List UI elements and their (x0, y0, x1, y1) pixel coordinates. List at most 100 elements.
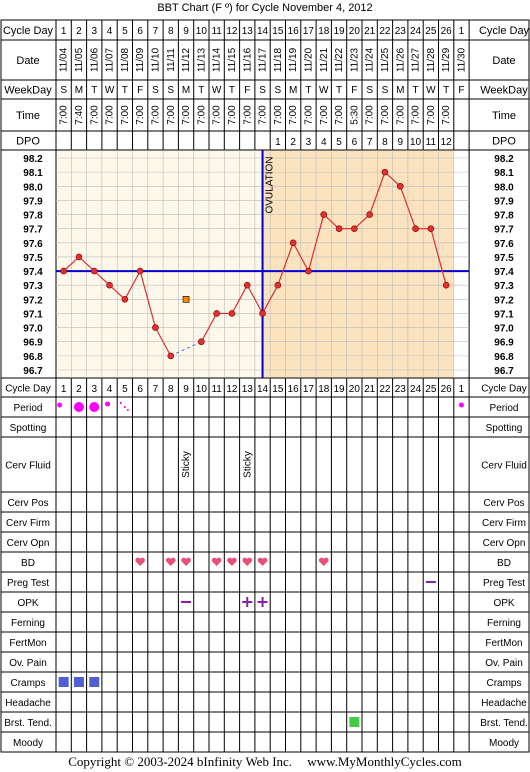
temp-point[interactable] (274, 281, 282, 289)
weekday-label: F (458, 85, 464, 96)
weekday-label: S (259, 85, 266, 96)
date-label: 11/26 (395, 47, 406, 72)
y-tick-label-right: 96.7 (494, 366, 514, 377)
row-label-ferning: Ferning (11, 618, 45, 629)
y-tick-label: 97.7 (23, 225, 43, 236)
date-label: 11/24 (365, 47, 376, 72)
weekday-label: T (198, 85, 204, 96)
temp-point[interactable] (351, 225, 358, 232)
temp-point[interactable] (396, 182, 404, 190)
temp-line-segment (154, 327, 172, 357)
cycle-day-label-bottom: 21 (364, 384, 376, 395)
y-tick-label-right: 98.1 (494, 168, 514, 179)
temp-line-segment (430, 228, 447, 286)
y-tick-label: 97.0 (23, 324, 43, 335)
time-label: 7:00 (303, 105, 314, 125)
time-label: 7:00 (441, 105, 452, 125)
temp-point[interactable] (427, 225, 435, 232)
weekday-label: T (229, 85, 235, 96)
cycle-day-label-bottom: 6 (137, 384, 143, 395)
row-label-cycle_day: Cycle Day (5, 384, 51, 395)
temp-point[interactable] (412, 225, 419, 232)
weekday-label: M (396, 85, 404, 96)
heart-icon (242, 557, 253, 566)
cycle-day-label: 20 (349, 26, 361, 37)
temp-point[interactable] (136, 267, 144, 275)
site-link[interactable]: www.MyMonthlyCycles.com (307, 754, 462, 769)
dpo-label: 10 (410, 137, 422, 148)
follicular-bg (56, 150, 263, 378)
time-label: 7:40 (74, 105, 85, 125)
time-label: 7:00 (212, 105, 223, 125)
cycle-day-label: 1 (61, 26, 67, 37)
discarded-temp-point[interactable] (182, 296, 190, 303)
y-tick-label-right: 98.0 (494, 182, 514, 193)
weekday-label: S (167, 85, 174, 96)
y-tick-label-right: 96.9 (494, 338, 514, 349)
temp-line-segment (323, 214, 340, 230)
time-label: 7:00 (426, 105, 437, 125)
y-tick-label: 98.2 (23, 154, 43, 165)
weekday-label: T (336, 85, 342, 96)
row-label-ferning-right: Ferning (487, 618, 521, 629)
cycle-day-label-bottom: 26 (441, 384, 453, 395)
temp-point[interactable] (106, 281, 113, 289)
temp-point[interactable] (442, 281, 450, 289)
time-label: 5:30 (349, 105, 360, 125)
cycle-day-label: 25 (425, 26, 437, 37)
y-tick-label: 97.9 (23, 196, 43, 207)
temp-point[interactable] (381, 168, 389, 176)
temp-point[interactable] (152, 324, 159, 331)
date-label: 11/15 (227, 47, 238, 72)
temp-point[interactable] (75, 253, 83, 261)
heart-icon (181, 557, 191, 566)
cycle-day-label: 6 (137, 26, 143, 37)
temp-point[interactable] (121, 296, 129, 303)
temp-line-segment (246, 284, 264, 314)
row-label-fertmon: FertMon (9, 638, 46, 649)
cycle-day-label-bottom: 14 (257, 384, 269, 395)
temp-point[interactable] (305, 267, 312, 275)
period-spot-dot (126, 409, 129, 411)
date-label: 11/25 (380, 47, 391, 72)
dpo-label: 1 (275, 137, 281, 148)
weekday-label: F (351, 85, 357, 96)
dpo-label: 5 (336, 137, 342, 148)
cycle-day-label: 7 (153, 26, 159, 37)
y-tick-label-right: 96.8 (494, 352, 514, 363)
temp-point[interactable] (198, 338, 205, 346)
temp-point[interactable] (60, 267, 67, 275)
date-label: 11/12 (181, 47, 192, 72)
temp-point[interactable] (243, 281, 251, 289)
ovulation-label: OVULATION (265, 156, 276, 213)
chart-title: BBT Chart (F º) for Cycle November 4, 20… (157, 2, 373, 14)
temp-point[interactable] (320, 211, 328, 218)
time-label: 7:00 (365, 105, 376, 125)
y-tick-label: 97.6 (23, 239, 43, 250)
cycle-day-label-bottom: 10 (196, 384, 208, 395)
temp-point[interactable] (90, 267, 98, 275)
temp-point[interactable] (259, 310, 266, 317)
weekday-label: W (319, 85, 329, 96)
row-label-brst_tend-right: Brst. Tend. (480, 718, 528, 729)
date-label: 11/28 (426, 47, 437, 72)
temp-point[interactable] (335, 225, 343, 232)
cycle-day-label: 1 (459, 26, 465, 37)
cycle-day-label: 13 (242, 26, 254, 37)
period-spot-dot (123, 406, 126, 408)
cycle-day-label: 4 (107, 26, 113, 37)
time-label: 7:00 (258, 105, 269, 125)
y-tick-label-right: 97.9 (494, 196, 514, 207)
date-label: 11/23 (349, 47, 360, 72)
temp-point[interactable] (289, 239, 297, 247)
temp-line-segment (399, 186, 417, 229)
row-label-period-right: Period (490, 403, 519, 414)
y-tick-label-right: 97.3 (494, 281, 514, 292)
temp-point[interactable] (213, 310, 220, 317)
cycle-day-label: 16 (288, 26, 300, 37)
temp-point[interactable] (228, 310, 236, 317)
time-label: 7:00 (380, 105, 391, 125)
cerv-fluid-label: Sticky (242, 451, 253, 478)
temp-point[interactable] (167, 352, 175, 360)
temp-point[interactable] (366, 211, 373, 218)
